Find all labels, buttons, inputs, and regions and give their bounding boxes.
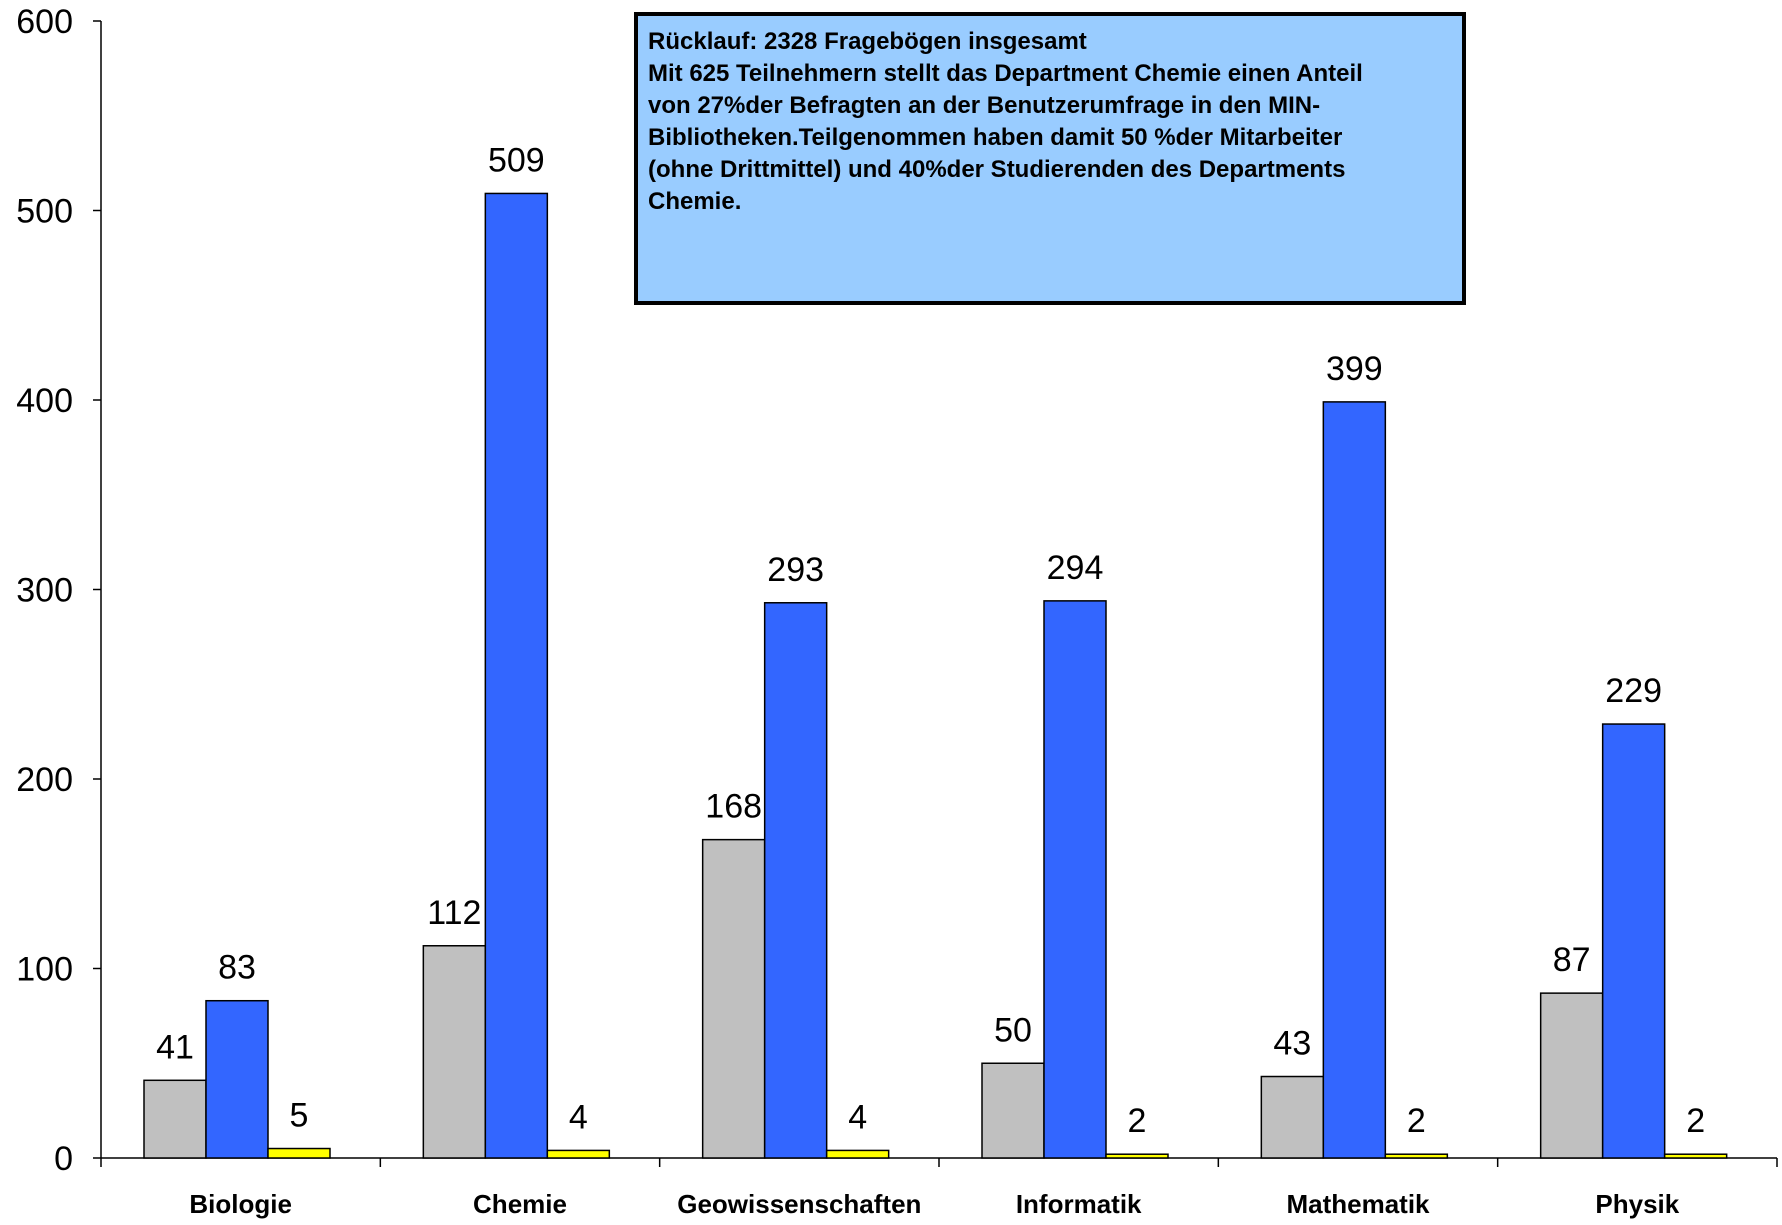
x-category-label: Geowissenschaften <box>677 1189 921 1219</box>
y-axis: 0 100 200 300 400 500 600 <box>16 3 102 1178</box>
annotation-line: von 27%der Befragten an der Benutzerumfr… <box>648 92 1321 119</box>
y-tick-label: 600 <box>16 3 73 41</box>
x-category-label: Biologie <box>189 1189 292 1219</box>
y-tick-label: 300 <box>16 572 73 610</box>
value-label: 293 <box>767 551 824 589</box>
value-label: 229 <box>1605 672 1662 710</box>
value-label: 83 <box>218 949 256 987</box>
value-label: 112 <box>427 894 481 932</box>
value-label: 87 <box>1553 941 1591 979</box>
annotation-line: Bibliotheken.Teilgenommen haben damit 50… <box>648 124 1343 151</box>
bar-series-2-biologie <box>205 999 269 1159</box>
x-category-label: Informatik <box>1016 1189 1142 1219</box>
bar-series-2-physik <box>1601 723 1666 1159</box>
bar-series-1-physik <box>1539 992 1604 1159</box>
bars <box>143 192 1728 1159</box>
x-category-label: Chemie <box>473 1189 567 1219</box>
bar-series-1-informatik <box>981 1062 1045 1159</box>
value-label: 4 <box>848 1098 867 1136</box>
value-label: 5 <box>290 1097 309 1135</box>
y-tick-label: 500 <box>16 193 73 231</box>
annotation-line: Chemie. <box>648 188 742 215</box>
y-tick-label: 200 <box>16 761 73 799</box>
annotation-line: Rücklauf: 2328 Fragebögen insgesamt <box>648 28 1087 55</box>
bar-series-3-mathematik <box>1384 1153 1449 1159</box>
value-label: 4 <box>569 1098 588 1136</box>
value-label: 2 <box>1407 1102 1426 1140</box>
bar-series-1-chemie <box>422 945 487 1159</box>
value-label: 43 <box>1273 1025 1311 1063</box>
value-label: 2 <box>1686 1102 1705 1140</box>
annotation-line: Mit 625 Teilnehmern stellt das Departmen… <box>648 60 1363 87</box>
value-label: 399 <box>1326 350 1383 388</box>
x-axis: Biologie Chemie Geowissenschaften Informati… <box>100 1157 1778 1219</box>
bar-series-3-physik <box>1663 1153 1728 1159</box>
value-label: 50 <box>994 1011 1032 1049</box>
bar-series-2-mathematik <box>1322 401 1387 1159</box>
x-category-label: Physik <box>1595 1189 1679 1219</box>
bar-series-2-chemie <box>484 192 549 1159</box>
annotation-box: Rücklauf: 2328 Fragebögen insgesamt Mit … <box>634 12 1466 305</box>
bar-series-3-biologie <box>267 1147 331 1159</box>
y-tick-label: 400 <box>16 382 73 420</box>
value-label: 294 <box>1047 549 1104 587</box>
bar-series-1-biologie <box>143 1079 207 1159</box>
bar-series-3-chemie <box>546 1149 611 1159</box>
bar-series-3-informatik <box>1105 1153 1169 1159</box>
bar-series-2-informatik <box>1043 600 1107 1159</box>
value-label: 509 <box>488 141 545 179</box>
value-label: 41 <box>156 1028 194 1066</box>
annotation-line: (ohne Drittmittel) und 40%der Studierend… <box>648 156 1346 183</box>
y-tick-label: 100 <box>16 951 73 989</box>
value-labels: 41 83 5 112 509 4 168 293 4 50 294 2 43 399 2 87 229 2 <box>156 141 1705 1140</box>
bar-series-1-geowissenschaften <box>701 838 766 1159</box>
bar-series-3-geowissenschaften <box>825 1149 890 1159</box>
value-label: 168 <box>705 788 762 826</box>
value-label: 2 <box>1128 1102 1147 1140</box>
y-tick-label: 0 <box>54 1140 73 1178</box>
bar-series-2-geowissenschaften <box>763 602 828 1159</box>
x-category-label: Mathematik <box>1286 1189 1430 1219</box>
bar-series-1-mathematik <box>1260 1075 1325 1159</box>
